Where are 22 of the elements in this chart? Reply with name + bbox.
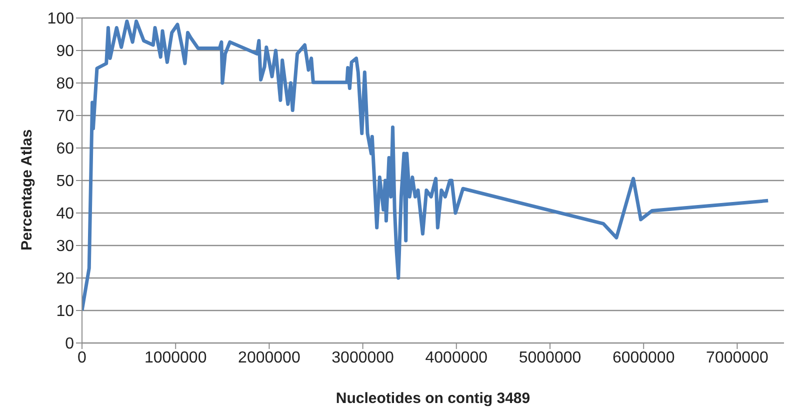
x-tick-label: 5000000 — [518, 349, 582, 366]
y-tick-label: 30 — [56, 238, 74, 256]
y-tick-label: 90 — [56, 43, 74, 60]
x-tick-label: 7000000 — [706, 349, 768, 366]
y-tick-label: 10 — [56, 303, 74, 320]
x-tick-label: 2000000 — [238, 349, 300, 366]
y-tick-label: 100 — [47, 10, 74, 28]
x-tick-label: 4000000 — [425, 349, 488, 366]
line-series — [82, 20, 770, 312]
y-tick-label: 80 — [56, 76, 74, 93]
y-tick-label: 70 — [56, 108, 74, 126]
y-tick-label: 60 — [56, 140, 74, 158]
x-tick-label: 6000000 — [612, 349, 675, 366]
y-tick-label: 40 — [56, 206, 74, 223]
y-tick-label: 0 — [65, 336, 74, 353]
y-axis-title: Percentage Atlas — [18, 129, 36, 250]
y-tick-label: 20 — [56, 270, 74, 288]
x-tick-label: 3000000 — [332, 349, 394, 366]
x-axis-title: Nucleotides on contig 3489 — [336, 390, 530, 407]
y-tick-label: 50 — [56, 173, 74, 190]
x-tick-label: 0 — [78, 349, 87, 366]
x-tick-label: 1000000 — [144, 349, 207, 366]
